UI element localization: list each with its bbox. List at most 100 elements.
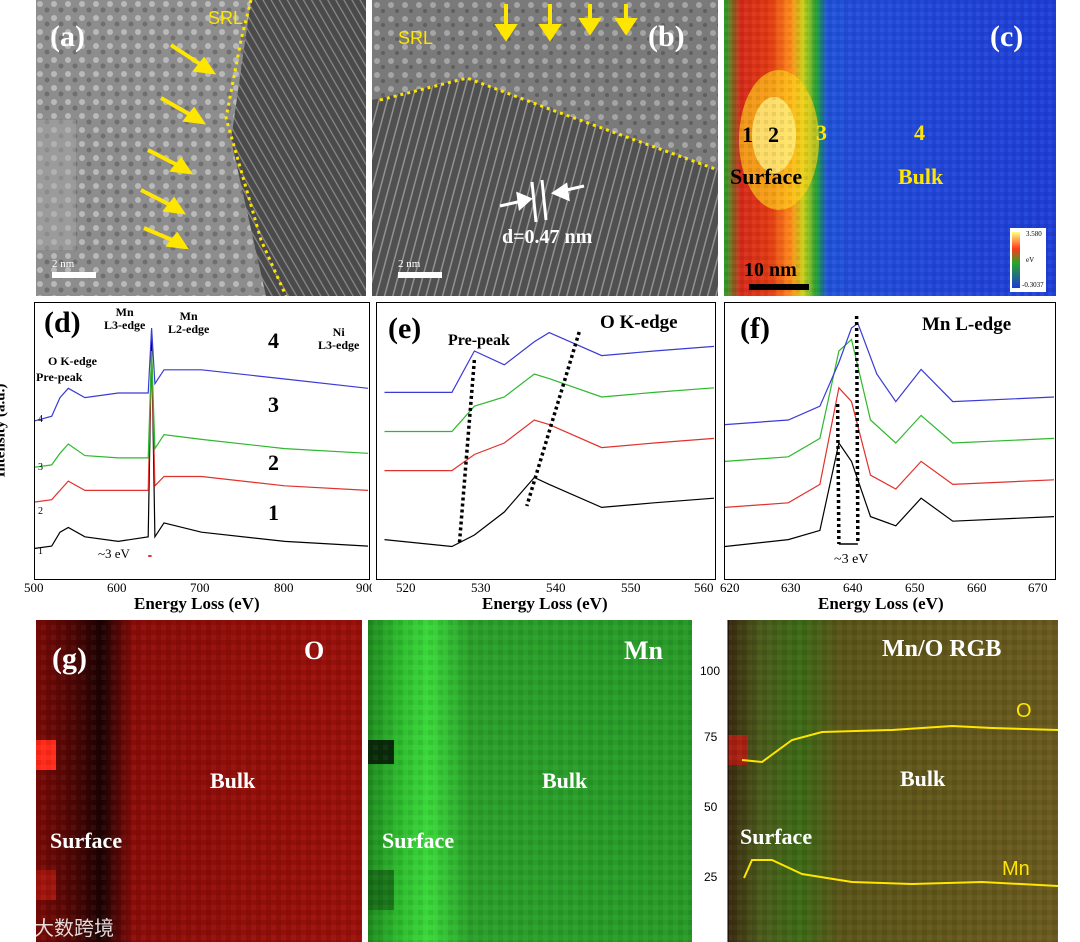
panel-e-peak-guide	[525, 331, 581, 507]
panel-d-curve-label-1: 1	[268, 500, 279, 525]
panel-c-map: (c) 1 2 3 4 Surface Bulk 10 nm 3.580 eV …	[724, 0, 1056, 296]
panel-c-point-3: 3	[816, 120, 827, 145]
panel-d-xtick: 500	[24, 580, 44, 595]
panel-g-rgb-mn-label: Mn	[1002, 858, 1030, 880]
panel-g-rgb-surface: Surface	[740, 824, 813, 849]
panel-d-curve-label-2: 2	[268, 450, 279, 475]
panel-f-xtick: 620	[720, 580, 740, 595]
panel-d-ni-l3-label: Ni L3-edge	[318, 325, 360, 352]
panel-g-rgb-o-profile	[741, 724, 1058, 764]
panel-e-title: O K-edge	[600, 312, 678, 333]
panel-f-label: (f)	[740, 312, 770, 345]
panel-f-xtick: 650	[905, 580, 925, 595]
panel-e-plot	[384, 331, 715, 548]
watermark: 大数跨境	[6, 912, 114, 941]
panel-d-small-label-2: 2	[38, 506, 43, 517]
panel-f-series-4	[724, 322, 1055, 426]
panel-e-xlabel: Energy Loss (eV)	[482, 594, 608, 613]
panel-e-series-1	[384, 476, 715, 548]
panel-f-peak-guide-2	[854, 315, 860, 545]
panel-c-bulk-label: Bulk	[898, 164, 944, 189]
panel-d-series-1	[34, 339, 369, 549]
panel-d-xtick: 900	[356, 580, 372, 595]
panel-g-rgb-title: Mn/O RGB	[882, 636, 1002, 662]
panel-b-spacing-label: d=0.47 nm	[502, 226, 593, 248]
panel-g-rgb-ytick: 50	[704, 800, 718, 814]
panel-f-title: Mn L-edge	[922, 314, 1012, 335]
panel-d-prepeak-label: Pre-peak	[36, 370, 83, 384]
panel-g-o-bulk: Bulk	[210, 768, 256, 793]
panel-f-series-3	[724, 338, 1055, 462]
panel-d-small-label-4: 4	[38, 414, 43, 425]
panel-g-mn-element: Mn	[624, 636, 663, 665]
panel-e-xtick: 560	[694, 580, 714, 595]
panel-d-label: (d)	[44, 306, 81, 339]
panel-d-spectra: (d) Mn L3-edge Mn L2-edge Ni L3-edge O K…	[0, 298, 372, 616]
panel-e-prepeak-label: Pre-peak	[448, 332, 510, 349]
panel-d-series-4	[34, 327, 369, 422]
panel-d-frame	[34, 302, 370, 580]
panel-f-xtick: 630	[781, 580, 801, 595]
panel-d-xlabel: Energy Loss (eV)	[134, 594, 260, 613]
panel-g-o-element: O	[304, 636, 325, 665]
panel-g-rgb-plot	[727, 620, 1058, 942]
panel-d-shift-label: ~3 eV	[98, 546, 130, 561]
panel-g-rgb-ytick: 25	[704, 870, 718, 884]
panel-b-label: (b)	[648, 20, 685, 53]
panel-e-series-3	[384, 373, 715, 433]
panel-b-lattice	[372, 0, 718, 296]
panel-a-lattice	[36, 0, 366, 296]
panel-g-rgb-map: Mn/O RGB Bulk Surface O Mn 100 75 50 25	[692, 620, 1058, 942]
panel-a-label: (a)	[50, 20, 85, 53]
panel-g-o-map: (g) O Bulk Surface	[36, 620, 362, 942]
panel-b-scale-label: 2 nm	[398, 258, 421, 270]
panel-g-rgb-ytick: 100	[700, 664, 721, 678]
panel-a-srl-label: SRL	[208, 8, 244, 28]
panel-d-o-k-label: O K-edge	[48, 354, 97, 368]
watermark-logo-icon	[6, 917, 30, 935]
watermark-text: 大数跨境	[34, 916, 114, 940]
panel-d-series-3	[34, 351, 369, 468]
panel-g-rgb-ytick: 75	[704, 730, 718, 744]
panel-g-rgb-bulk: Bulk	[900, 766, 946, 791]
panel-f-shift-label: ~3 eV	[834, 552, 869, 567]
panel-f-xlabel: Energy Loss (eV)	[818, 594, 944, 613]
panel-e-series-4	[384, 331, 715, 394]
panel-d-curve-label-4: 4	[268, 328, 279, 353]
panel-d-plot	[34, 327, 369, 557]
panel-c-scale-label: 10 nm	[744, 259, 797, 281]
panel-f-xtick: 670	[1028, 580, 1048, 595]
panel-e-xtick: 540	[546, 580, 566, 595]
panel-d-xtick: 800	[274, 580, 294, 595]
panel-c-label: (c)	[990, 20, 1024, 53]
panel-f-peak-guide-1	[835, 403, 841, 545]
panel-e-xtick: 530	[471, 580, 491, 595]
panel-e-series-2	[384, 419, 715, 472]
panel-g-o-surface: Surface	[50, 828, 123, 853]
panel-e-spectra: (e) O K-edge Pre-peak 520 530 540 550 56…	[372, 298, 718, 616]
panel-e-frame	[376, 302, 716, 580]
panel-g-o-heatmap	[36, 620, 362, 942]
panel-c-surface-label: Surface	[730, 164, 803, 189]
panel-d-mn-l3-label: Mn L3-edge	[104, 305, 146, 332]
panel-f-series-1	[724, 441, 1055, 548]
panel-d-curve-label-3: 3	[268, 392, 279, 417]
panel-e-xtick: 520	[396, 580, 416, 595]
panel-c-cbar-unit: eV	[1026, 256, 1035, 264]
panel-c-cbar-max: 3.580	[1026, 230, 1042, 238]
panel-d-ylabel: Intensity (a.u.)	[0, 383, 9, 478]
panel-a-scale-label: 2 nm	[52, 258, 75, 270]
panel-c-point-2: 2	[768, 122, 779, 147]
panel-g-mn-surface: Surface	[382, 828, 455, 853]
panel-e-label: (e)	[388, 312, 422, 345]
panel-e-xtick: 550	[621, 580, 641, 595]
panel-a-tem-image: (a) SRL 2 nm	[36, 0, 366, 296]
panel-f-frame	[724, 302, 1056, 580]
panel-g-rgb-mn-profile	[743, 859, 1058, 887]
panel-c-point-1: 1	[742, 122, 753, 147]
panel-f-plot	[724, 315, 1055, 548]
panel-d-series-2	[34, 351, 369, 503]
panel-g-mn-heatmap	[368, 620, 708, 942]
panel-f-series-2	[724, 386, 1055, 508]
panel-g-mn-map: Mn Bulk Surface	[368, 620, 708, 942]
